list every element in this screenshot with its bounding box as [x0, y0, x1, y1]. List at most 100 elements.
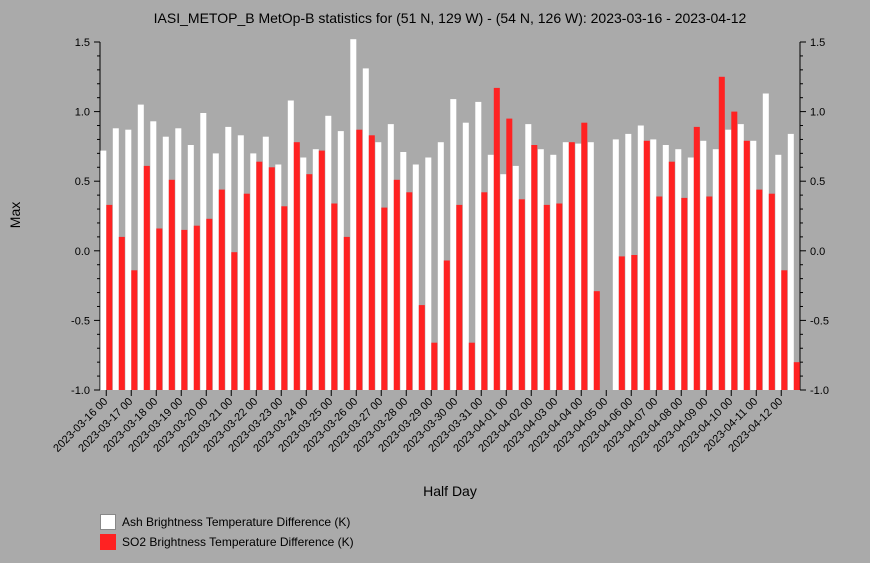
ash-bar: [300, 157, 307, 390]
left-y-tick-label: 0.5: [75, 176, 90, 188]
so2-bar: [268, 167, 275, 390]
ash-bar: [337, 131, 344, 390]
ash-bar: [462, 122, 469, 390]
so2-bar: [543, 204, 550, 390]
so2-bar: [181, 229, 188, 390]
so2-bar: [518, 199, 525, 390]
so2-bar: [368, 135, 375, 390]
so2-bar: [468, 342, 475, 390]
ash-bar: [525, 124, 532, 390]
ash-bar: [612, 139, 619, 390]
left-y-tick-label: 1.5: [75, 37, 90, 49]
so2-bar: [568, 142, 575, 390]
ash-bar: [487, 154, 494, 390]
so2-bar: [206, 218, 213, 390]
ash-bar: [787, 133, 794, 390]
ash-bar: [762, 93, 769, 390]
so2-bar: [343, 236, 350, 390]
ash-bar: [112, 128, 119, 391]
so2-bar: [506, 118, 513, 390]
ash-bar: [187, 145, 194, 390]
so2-bar: [581, 122, 588, 390]
so2-bar: [481, 192, 488, 390]
ash-bar: [750, 140, 757, 390]
so2-bar: [431, 342, 438, 390]
so2-bar: [306, 174, 313, 390]
right-y-tick-label: -1.0: [810, 385, 829, 397]
so2-bar: [756, 189, 763, 390]
ash-bar: [500, 174, 507, 390]
so2-bar: [118, 236, 125, 390]
y-axis-label: Max: [7, 202, 23, 228]
so2-bar: [168, 179, 175, 390]
so2-bar: [693, 126, 700, 391]
ash-bar: [650, 139, 657, 390]
ash-bar: [237, 135, 244, 390]
ash-bar: [175, 128, 182, 391]
ash-bar: [637, 125, 644, 390]
so2-bar: [106, 204, 113, 390]
ash-bar: [350, 39, 357, 390]
so2-bar: [793, 362, 800, 390]
ash-bar: [100, 150, 107, 390]
so2-bar: [593, 291, 600, 390]
ash-bar: [687, 157, 694, 390]
legend-swatch-so2: [100, 534, 116, 550]
x-axis-label: Half Day: [423, 483, 477, 499]
so2-bar: [143, 165, 150, 390]
so2-bar: [706, 196, 713, 390]
so2-bar: [393, 179, 400, 390]
ash-bar: [550, 154, 557, 390]
so2-bar: [743, 140, 750, 390]
ash-bar: [700, 140, 707, 390]
so2-bar: [668, 161, 675, 390]
ash-bar: [287, 100, 294, 390]
ash-bar: [562, 142, 569, 390]
ash-bar: [325, 115, 332, 391]
ash-bar: [400, 152, 407, 390]
left-y-tick-label: 0.0: [75, 246, 90, 258]
so2-bar: [293, 142, 300, 390]
legend: Ash Brightness Temperature Difference (K…: [100, 512, 354, 552]
ash-bar: [437, 142, 444, 390]
ash-bar: [375, 142, 382, 390]
ash-bar: [675, 149, 682, 390]
right-y-tick-label: 1.5: [810, 37, 825, 49]
so2-bar: [218, 189, 225, 390]
so2-bar: [443, 260, 450, 390]
so2-bar: [631, 255, 638, 390]
ash-bar: [737, 124, 744, 390]
so2-bar: [681, 197, 688, 390]
so2-bar: [318, 150, 325, 390]
left-y-axis: -1.0 -0.5 0.0 0.5 1.0 1.5: [71, 37, 101, 397]
ash-bar: [475, 101, 482, 391]
ash-bar: [587, 142, 594, 390]
bar-series: [100, 39, 800, 391]
ash-bar: [450, 99, 457, 390]
ash-bar: [150, 121, 157, 391]
so2-bar: [418, 305, 425, 390]
legend-item-ash: Ash Brightness Temperature Difference (K…: [100, 512, 354, 532]
right-y-tick-label: 1.0: [810, 107, 825, 119]
so2-bar: [281, 206, 288, 390]
right-y-axis: -1.0 -0.5 0.0 0.5 1.0 1.5: [799, 37, 829, 397]
ash-bar: [712, 149, 719, 390]
ash-bar: [625, 133, 632, 390]
ash-bar: [250, 153, 257, 390]
so2-bar: [156, 228, 163, 390]
ash-bar: [575, 143, 582, 390]
legend-label-ash: Ash Brightness Temperature Difference (K…: [122, 515, 351, 529]
ash-bar: [162, 136, 169, 390]
so2-bar: [193, 225, 200, 390]
so2-bar: [256, 161, 263, 390]
ash-bar: [387, 124, 394, 390]
ash-bar: [537, 149, 544, 390]
so2-bar: [243, 193, 250, 390]
so2-bar: [656, 196, 663, 390]
so2-bar: [356, 129, 363, 390]
ash-bar: [212, 153, 219, 390]
so2-bar: [406, 192, 413, 390]
legend-swatch-ash: [100, 514, 116, 530]
